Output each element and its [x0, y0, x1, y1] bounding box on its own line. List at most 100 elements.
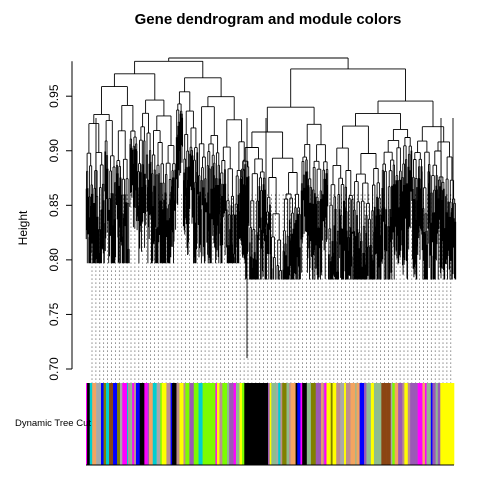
module-color-strip [183, 383, 186, 465]
module-color-strip [326, 383, 332, 465]
module-color-strip [345, 383, 351, 465]
y-tick-label: 0.80 [47, 248, 61, 272]
module-color-strip [278, 383, 281, 465]
module-color-strip [139, 383, 145, 465]
module-color-strip [386, 383, 392, 465]
module-color-strip [117, 383, 121, 465]
module-color-strip [356, 383, 360, 465]
module-color-strip [147, 383, 150, 465]
module-color-strip [130, 383, 133, 465]
module-color-strip [410, 383, 415, 465]
y-tick-label: 0.90 [47, 139, 61, 163]
module-color-strip [269, 383, 272, 465]
module-color-strip [160, 383, 163, 465]
module-color-strip [215, 383, 218, 465]
module-color-strip [370, 383, 375, 465]
module-color-strip [109, 383, 114, 465]
module-color-strip [244, 383, 269, 465]
module-color-strip [113, 383, 118, 465]
module-color-strip [430, 383, 433, 465]
module-color-strip [135, 383, 140, 465]
module-color-strip [302, 383, 308, 465]
module-color-strip [318, 383, 322, 465]
module-color-strip [282, 383, 287, 465]
module-color-strip [295, 383, 298, 465]
module-color-strip [290, 383, 296, 465]
module-color-strip [306, 383, 312, 465]
module-color-strip [103, 383, 107, 465]
module-color-strip [185, 383, 190, 465]
module-color-strip [156, 383, 161, 465]
module-color-strip [321, 383, 323, 465]
module-color-strip [297, 383, 301, 465]
module-color-strip [402, 383, 405, 465]
module-color-strip [435, 383, 439, 465]
y-tick-label: 0.70 [47, 357, 61, 381]
module-color-strip [390, 383, 393, 465]
y-axis: 0.70 0.75 0.80 0.85 0.90 0.95 [47, 61, 73, 381]
color-row-label: Dynamic Tree Cut [14, 418, 92, 429]
module-color-strip [422, 383, 426, 465]
module-color-strip [280, 383, 283, 465]
module-color-strip [392, 383, 395, 465]
module-color-strip [424, 383, 427, 465]
module-color-strip [222, 383, 228, 465]
module-color-strip [330, 383, 333, 465]
module-color-strip [92, 383, 97, 465]
module-color-strip [101, 383, 104, 465]
module-color-strip [268, 383, 270, 465]
module-color-strip [414, 383, 418, 465]
module-color-strip [119, 383, 123, 465]
module-color-strip [241, 383, 245, 465]
module-color-strip [377, 383, 382, 465]
module-color-strip [166, 383, 171, 465]
y-axis-label: Height [16, 210, 30, 245]
module-color-strip [219, 383, 223, 465]
module-color-strip [417, 383, 423, 465]
module-color-strip [336, 383, 341, 465]
module-color-strip [432, 383, 436, 465]
module-color-strip [300, 383, 303, 465]
dendrogram-tree [85, 57, 457, 359]
module-color-strip [239, 383, 242, 465]
module-color-strip [172, 383, 177, 465]
module-color-strip [122, 383, 128, 465]
module-color-strip [240, 383, 243, 465]
y-tick-label: 0.85 [47, 193, 61, 217]
module-color-strip [404, 383, 409, 465]
module-color-strip [149, 383, 154, 465]
module-color-strip [310, 383, 317, 465]
module-color-strip [189, 383, 195, 465]
module-color-strip [440, 383, 455, 465]
module-color-strip [96, 383, 102, 465]
module-color-strip [235, 383, 240, 465]
y-tick-label: 0.75 [47, 302, 61, 326]
module-color-strip [211, 383, 216, 465]
module-color-bar [86, 383, 455, 466]
module-color-strip [89, 383, 93, 465]
module-color-strip [350, 383, 356, 465]
y-tick-label: 0.95 [47, 84, 61, 108]
module-color-strip [398, 383, 403, 465]
module-color-strip [271, 383, 277, 465]
module-color-strip [176, 383, 180, 465]
module-color-strip [286, 383, 290, 465]
dendrogram-branches [85, 57, 457, 359]
module-color-strip [407, 383, 411, 465]
module-color-strip [86, 383, 88, 465]
module-color-strip [355, 383, 357, 465]
module-color-strip [202, 383, 208, 465]
module-color-strip [132, 383, 135, 465]
module-color-strip [332, 383, 337, 465]
module-color-strip [133, 383, 137, 465]
module-color-strip [340, 383, 345, 465]
module-color-strip [322, 383, 325, 465]
module-color-strip [179, 383, 184, 465]
module-color-strip [105, 383, 110, 465]
module-color-strip [359, 383, 365, 465]
module-color-strip [381, 383, 387, 465]
module-color-strip [127, 383, 129, 465]
module-color-strip [87, 383, 91, 465]
module-color-strip [364, 383, 367, 465]
module-color-strip [128, 383, 131, 465]
